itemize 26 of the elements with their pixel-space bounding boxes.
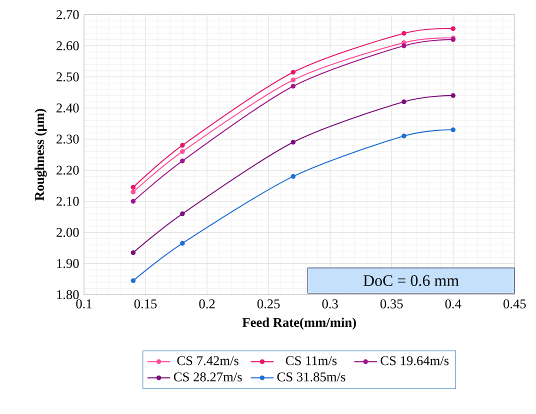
- legend-label: CS 19.64m/s: [380, 356, 449, 366]
- y-tick-label: 2.60: [56, 41, 79, 50]
- x-tick-label: 0.15: [134, 299, 157, 308]
- y-tick-label: 1.80: [57, 290, 79, 300]
- x-tick-label: 0.25: [257, 299, 280, 308]
- x-tick-label: 0.45: [503, 299, 526, 308]
- y-tick-label: 2.10: [56, 196, 79, 206]
- y-tick-label: 2.50: [56, 72, 79, 82]
- legend-label: CS 31.85m/s: [277, 372, 346, 382]
- x-tick-label: 0.3: [322, 299, 338, 308]
- y-tick-label: 2.20: [56, 166, 79, 175]
- legend-label: CS 11m/s: [286, 356, 337, 366]
- y-axis-title: Roughness (µm): [34, 109, 47, 201]
- y-tick-label: 2.70: [56, 10, 79, 20]
- x-tick-label: 0.4: [445, 299, 462, 308]
- x-tick-label: 0.1: [76, 299, 92, 308]
- annotation: DoC = 0.6 mm: [363, 275, 459, 286]
- y-tick-label: 1.90: [57, 259, 79, 268]
- x-tick-label: 0.35: [380, 299, 403, 308]
- x-tick-label: 0.2: [199, 299, 215, 308]
- x-axis-title: Feed Rate(mm/min): [242, 318, 356, 330]
- y-tick-label: 2.30: [56, 134, 79, 144]
- legend-label: CS 7.42m/s: [177, 356, 238, 366]
- legend-label: CS 28.27m/s: [174, 372, 242, 382]
- y-tick-label: 2.40: [56, 103, 79, 113]
- y-tick-label: 2.00: [56, 228, 79, 237]
